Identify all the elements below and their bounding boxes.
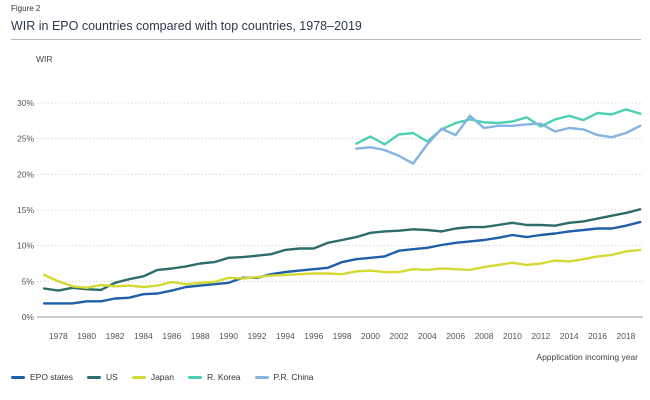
x-tick-label: 1986	[162, 331, 181, 341]
y-tick-label: 25%	[17, 134, 34, 144]
y-tick-label: 20%	[17, 169, 34, 179]
legend-item-us: US	[87, 372, 118, 382]
legend-label-r-korea: R. Korea	[206, 372, 241, 382]
x-tick-label: 1980	[77, 331, 96, 341]
legend-item-pr-china: P.R. China	[254, 372, 314, 382]
legend-label-japan: Japan	[150, 372, 174, 382]
chart-title: WIR in EPO countries compared with top c…	[11, 19, 362, 33]
x-axis-label: Appplication incoming year	[536, 352, 638, 362]
x-tick-label: 1998	[333, 331, 352, 341]
x-tick-label: 2018	[617, 331, 636, 341]
x-tick-label: 2008	[475, 331, 494, 341]
x-tick-label: 2006	[446, 331, 465, 341]
series-line-japan	[42, 248, 642, 289]
x-tick-label: 2014	[560, 331, 579, 341]
legend-swatch-epo-states	[11, 375, 25, 379]
legend: EPO states US Japan R. Korea P.R. China	[11, 372, 328, 382]
x-tick-label: 1984	[134, 331, 153, 341]
y-tick-label: 5%	[22, 276, 35, 286]
series-line-r-korea	[355, 108, 642, 146]
figure-label: Figure 2	[11, 4, 41, 13]
x-tick-label: 2010	[503, 331, 522, 341]
x-tick-label: 1992	[248, 331, 267, 341]
y-tick-label: 10%	[17, 241, 34, 251]
legend-item-r-korea: R. Korea	[187, 372, 241, 382]
title-divider	[11, 39, 641, 40]
x-tick-label: 2004	[418, 331, 437, 341]
legend-label-us: US	[106, 372, 118, 382]
x-tick-label: 1978	[49, 331, 68, 341]
series-lines	[42, 108, 642, 305]
y-axis-ticks: 0% 5% 10% 15% 20% 25% 30%	[17, 98, 34, 322]
legend-item-epo-states: EPO states	[11, 372, 73, 382]
legend-swatch-us	[87, 375, 101, 379]
x-tick-label: 2000	[361, 331, 380, 341]
legend-label-pr-china: P.R. China	[273, 372, 314, 382]
legend-swatch-pr-china	[254, 375, 269, 379]
x-tick-label: 2012	[531, 331, 550, 341]
x-tick-label: 1982	[106, 331, 125, 341]
series-line-epo-states	[42, 220, 642, 305]
x-tick-label: 2002	[389, 331, 408, 341]
x-tick-label: 1988	[191, 331, 210, 341]
x-tick-label: 1996	[304, 331, 323, 341]
legend-item-japan: Japan	[131, 372, 174, 382]
x-tick-label: 1990	[219, 331, 238, 341]
legend-swatch-r-korea	[187, 375, 202, 379]
legend-swatch-japan	[131, 375, 146, 379]
x-axis-ticks: 1978 1980 1982 1984 1986 1988 1990 1992 1994 1996…	[49, 331, 636, 341]
y-axis-label: WIR	[36, 54, 53, 64]
y-tick-label: 30%	[17, 98, 34, 108]
x-tick-label: 2016	[588, 331, 607, 341]
y-tick-label: 15%	[17, 205, 34, 215]
y-tick-label: 0%	[22, 312, 35, 322]
x-tick-label: 1994	[276, 331, 295, 341]
series-line-p-r-china	[355, 114, 642, 165]
series-line-us	[42, 208, 642, 292]
gridlines	[37, 102, 643, 318]
legend-label-epo-states: EPO states	[30, 372, 73, 382]
